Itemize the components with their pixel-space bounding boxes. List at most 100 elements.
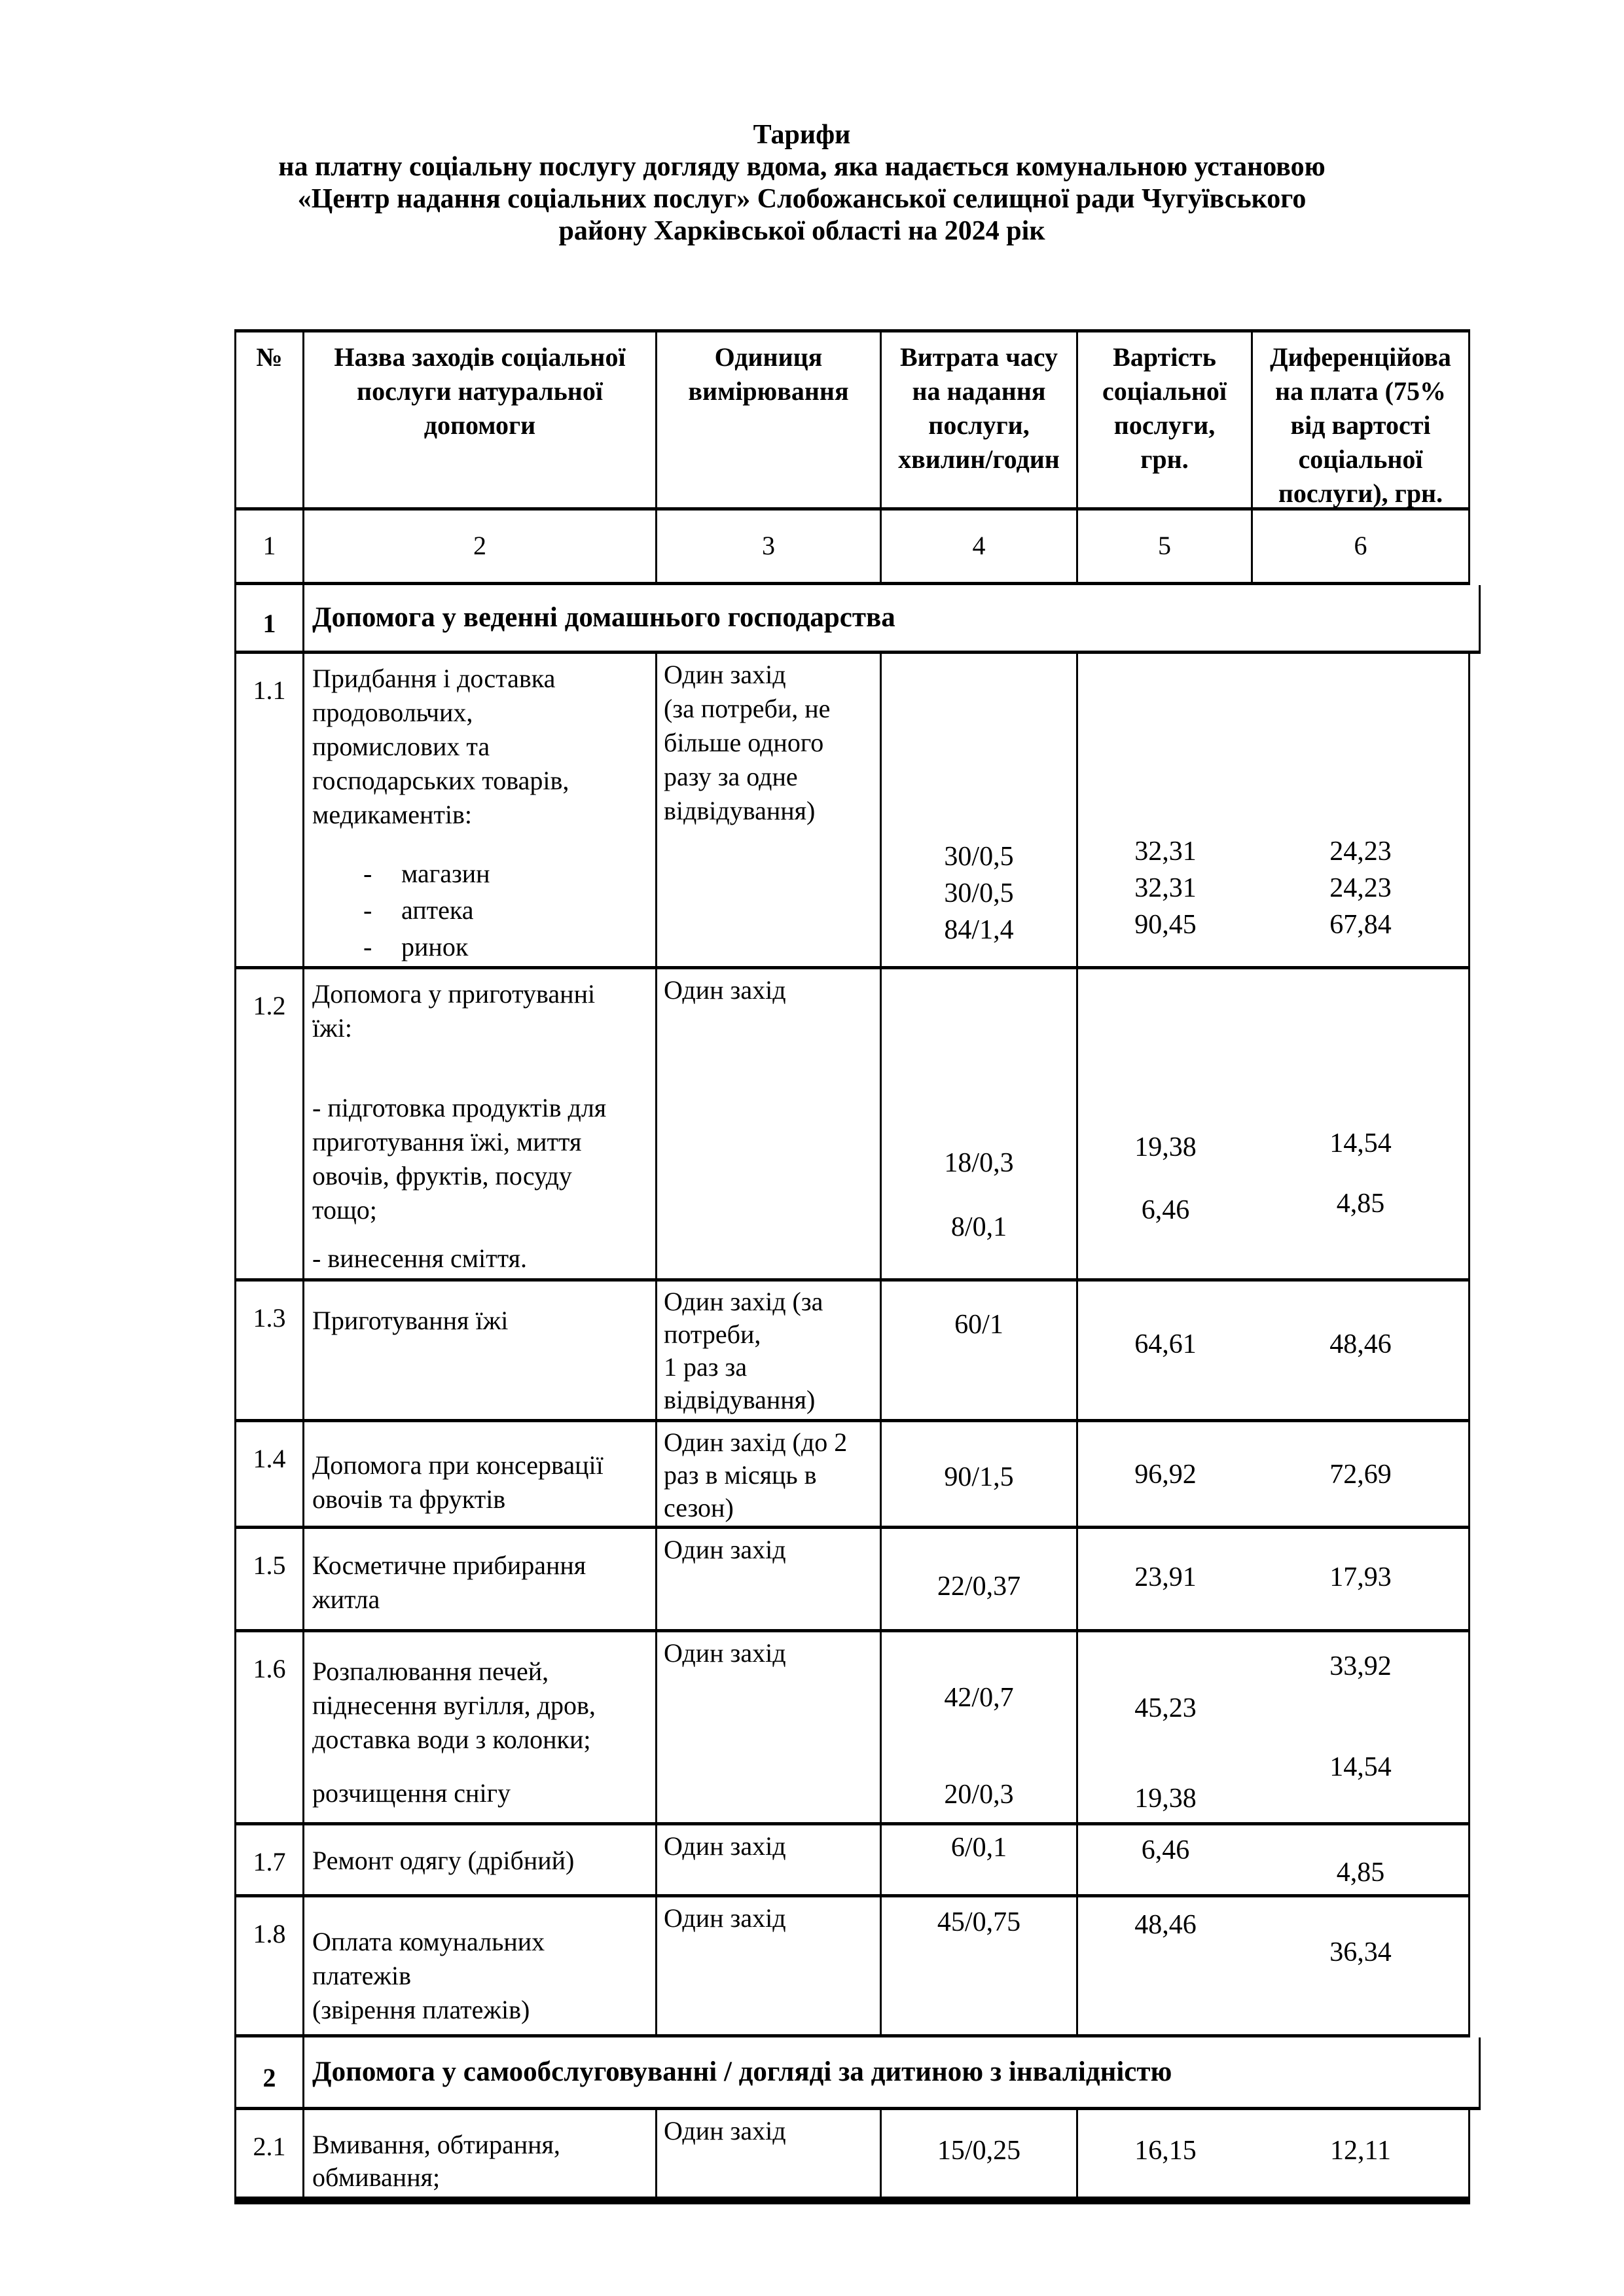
section-2-number: 2 — [236, 2037, 304, 2107]
cost-cell: 96,92 — [1078, 1422, 1253, 1526]
table-row-1-7: 1.7 Ремонт одягу (дрібний) Один захід 6/… — [234, 1825, 1470, 1897]
table-row-1-5: 1.5 Косметичне прибирання житла Один зах… — [234, 1529, 1470, 1632]
service-name-text: Розпалювання печей, піднесення вугілля, … — [312, 1657, 596, 1754]
service-name-cell: Ремонт одягу (дрібний) — [304, 1825, 657, 1894]
diff-value: 17,93 — [1329, 1562, 1392, 1592]
row-number: 1.7 — [236, 1825, 304, 1894]
column-number-4: 4 — [882, 511, 1078, 582]
time-cell: 22/0,37 — [882, 1529, 1078, 1629]
column-number-2: 2 — [304, 511, 657, 582]
list-item-text: аптека — [401, 895, 474, 925]
cost-value: 64,61 — [1134, 1329, 1197, 1359]
service-name-text: Допомога у приготуванні їжі: — [312, 979, 596, 1043]
time-value: 30/0,5 — [944, 842, 1014, 872]
cost-cell: 48,46 — [1078, 1897, 1253, 2034]
time-value: 45/0,75 — [937, 1907, 1021, 1937]
dash-bullet: - — [363, 895, 372, 925]
row-number: 1.6 — [236, 1632, 304, 1822]
time-cell: 15/0,25 — [882, 2110, 1078, 2197]
cost-cell: 45,23 19,38 — [1078, 1632, 1253, 1822]
time-cell: 30/0,5 30/0,5 84/1,4 — [882, 654, 1078, 966]
time-cell: 90/1,5 — [882, 1422, 1078, 1526]
title-line-2: на платну соціальну послугу догляду вдом… — [278, 152, 1326, 182]
diff-value: 14,54 — [1329, 1128, 1392, 1158]
diff-value: 36,34 — [1329, 1937, 1392, 1967]
diff-value: 24,23 — [1329, 873, 1392, 903]
unit-cell: Один захід — [657, 969, 882, 1278]
diff-value: 48,46 — [1329, 1329, 1392, 1359]
time-value: 22/0,37 — [937, 1571, 1021, 1602]
document-title: Тарифи на платну соціальну послугу догля… — [157, 119, 1447, 247]
section-row-1: 1 Допомога у веденні домашнього господар… — [234, 585, 1481, 654]
cost-value: 90,45 — [1134, 910, 1197, 940]
title-line-3: «Центр надання соціальних послуг» Слобож… — [297, 184, 1307, 214]
time-cell: 60/1 — [882, 1282, 1078, 1419]
time-value: 90/1,5 — [944, 1462, 1014, 1492]
row-number: 1.3 — [236, 1282, 304, 1419]
column-number-1: 1 — [236, 511, 304, 582]
diff-value: 33,92 — [1329, 1651, 1392, 1681]
section-1-title: Допомога у веденні домашнього господарст… — [312, 602, 895, 633]
time-value: 20/0,3 — [944, 1780, 1014, 1810]
table-row-1-3: 1.3 Приготування їжі Один захід (за потр… — [234, 1282, 1470, 1422]
cost-value: 23,91 — [1134, 1562, 1197, 1592]
diff-value: 24,23 — [1329, 836, 1392, 867]
dash-bullet: - — [363, 859, 372, 888]
list-item-text: ринок — [401, 932, 469, 961]
service-name-cell: Допомога у приготуванні їжі: - підготовк… — [304, 969, 657, 1278]
differentiated-cell: 12,11 — [1253, 2110, 1468, 2197]
cost-value: 32,31 — [1134, 873, 1197, 903]
diff-value: 72,69 — [1329, 1460, 1392, 1490]
cost-value: 19,38 — [1134, 1132, 1197, 1162]
diff-value: 4,85 — [1336, 1189, 1385, 1219]
cost-cell: 23,91 — [1078, 1529, 1253, 1629]
table-row-1-8: 1.8 Оплата комунальних платежів (звіренн… — [234, 1897, 1470, 2037]
cost-cell: 32,31 32,31 90,45 — [1078, 654, 1253, 966]
cost-cell: 64,61 — [1078, 1282, 1253, 1419]
service-name-cell: Допомога при консервації овочів та фрукт… — [304, 1422, 657, 1526]
cost-cell: 19,38 6,46 — [1078, 969, 1253, 1278]
time-value: 8/0,1 — [950, 1212, 1007, 1242]
table-header-row: № Назва заходів соціальної послуги натур… — [234, 332, 1470, 511]
section-2-title: Допомога у самообслуговуванні / догляді … — [312, 2056, 1172, 2087]
unit-cell: Один захід — [657, 1897, 882, 2034]
row-number: 2.1 — [236, 2110, 304, 2197]
unit-cell: Один захід (за потреби, не більше одного… — [657, 654, 882, 966]
list-item: - аптека — [312, 892, 649, 929]
time-value: 18/0,3 — [944, 1148, 1014, 1178]
cost-cell: 6,46 — [1078, 1825, 1253, 1894]
cost-value: 6,46 — [1141, 1835, 1190, 1865]
diff-value: 14,54 — [1329, 1752, 1392, 1782]
list-item-text: магазин — [401, 859, 490, 888]
col-header-differentiated: Диференційова на плата (75% від вартості… — [1270, 342, 1451, 508]
cost-value: 45,23 — [1134, 1693, 1197, 1723]
table-row-1-6: 1.6 Розпалювання печей, піднесення вугіл… — [234, 1632, 1470, 1825]
service-name-text: Придбання і доставка продовольчих, проми… — [312, 664, 569, 829]
list-item: - ринок — [312, 929, 649, 965]
cost-value: 96,92 — [1134, 1460, 1197, 1490]
col-header-time: Витрата часу на надання послуги, хвилин/… — [882, 332, 1078, 507]
service-sub-list: - магазин - аптека - ринок — [312, 855, 649, 965]
cost-value: 19,38 — [1134, 1784, 1197, 1814]
service-name-text: розчищення снігу — [312, 1778, 511, 1808]
differentiated-cell: 24,23 24,23 67,84 — [1253, 654, 1468, 966]
table-row-2-1: 2.1 Вмивання, обтирання, обмивання; Один… — [234, 2110, 1470, 2204]
service-name-cell: Придбання і доставка продовольчих, проми… — [304, 654, 657, 966]
col-header-unit: Одиниця вимірювання — [657, 332, 882, 507]
column-number-row: 1 2 3 4 5 6 — [234, 511, 1470, 585]
differentiated-cell: 33,92 14,54 — [1253, 1632, 1468, 1822]
cost-cell: 16,15 — [1078, 2110, 1253, 2197]
tariff-table: № Назва заходів соціальної послуги натур… — [234, 329, 1481, 2204]
row-number: 1.4 — [236, 1422, 304, 1526]
cost-value: 16,15 — [1134, 2136, 1197, 2166]
differentiated-cell: 14,54 4,85 — [1253, 969, 1468, 1278]
unit-cell: Один захід — [657, 1632, 882, 1822]
column-number-6: 6 — [1354, 531, 1367, 560]
differentiated-cell: 17,93 — [1253, 1529, 1468, 1629]
time-value: 15/0,25 — [937, 2136, 1021, 2166]
differentiated-cell: 36,34 — [1253, 1897, 1468, 2034]
differentiated-cell: 72,69 — [1253, 1422, 1468, 1526]
row-number: 1.8 — [236, 1897, 304, 2034]
service-name-cell: Розпалювання печей, піднесення вугілля, … — [304, 1632, 657, 1822]
